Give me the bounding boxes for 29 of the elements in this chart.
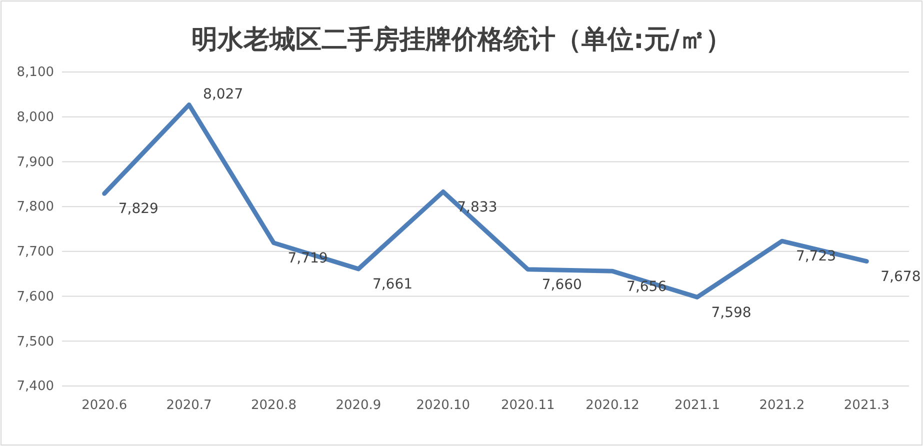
data-label: 7,829 <box>118 201 158 218</box>
line-series <box>102 102 869 300</box>
y-tick-label: 7,600 <box>16 289 54 304</box>
x-tick-label: 2021.2 <box>759 398 805 414</box>
y-tick-label: 7,700 <box>16 244 54 260</box>
data-label: 7,723 <box>796 248 836 265</box>
x-tick-label: 2020.11 <box>500 398 555 414</box>
data-label: 7,678 <box>880 268 921 285</box>
y-tick-label: 8,100 <box>16 65 54 80</box>
data-label: 8,027 <box>203 86 244 103</box>
data-label: 7,598 <box>711 304 752 321</box>
x-tick-label: 2020.6 <box>82 398 128 414</box>
chart-title: 明水老城区二手房挂牌价格统计（单位:元/㎡） <box>192 25 732 55</box>
y-tick-label: 7,900 <box>16 154 54 170</box>
x-tick-label: 2020.9 <box>336 398 382 414</box>
y-tick-label: 7,800 <box>16 200 54 215</box>
y-tick-label: 7,400 <box>16 379 54 394</box>
y-tick-label: 8,000 <box>16 110 54 126</box>
data-label: 7,661 <box>372 276 413 293</box>
x-tick-label: 2020.7 <box>166 398 212 414</box>
data-label: 7,656 <box>626 278 667 295</box>
y-tick-label: 7,500 <box>16 334 54 350</box>
data-label: 7,719 <box>288 250 328 266</box>
x-tick-label: 2020.8 <box>251 398 296 414</box>
data-label: 7,660 <box>542 276 582 293</box>
x-tick-label: 2021.1 <box>674 398 720 414</box>
x-tick-label: 2021.3 <box>844 398 890 414</box>
x-tick-label: 2020.12 <box>586 398 640 414</box>
x-tick-label: 2020.10 <box>416 398 470 414</box>
